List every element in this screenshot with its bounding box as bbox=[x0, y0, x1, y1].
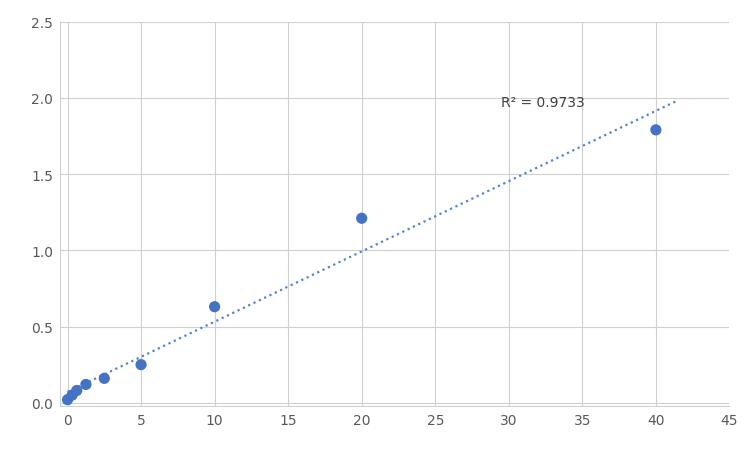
Point bbox=[71, 387, 83, 394]
Point bbox=[650, 127, 662, 134]
Text: R² = 0.9733: R² = 0.9733 bbox=[502, 96, 585, 110]
Point bbox=[356, 215, 368, 222]
Point bbox=[208, 304, 220, 311]
Point bbox=[62, 396, 74, 404]
Point bbox=[80, 381, 92, 388]
Point bbox=[99, 375, 111, 382]
Point bbox=[135, 361, 147, 368]
Point bbox=[66, 391, 78, 399]
